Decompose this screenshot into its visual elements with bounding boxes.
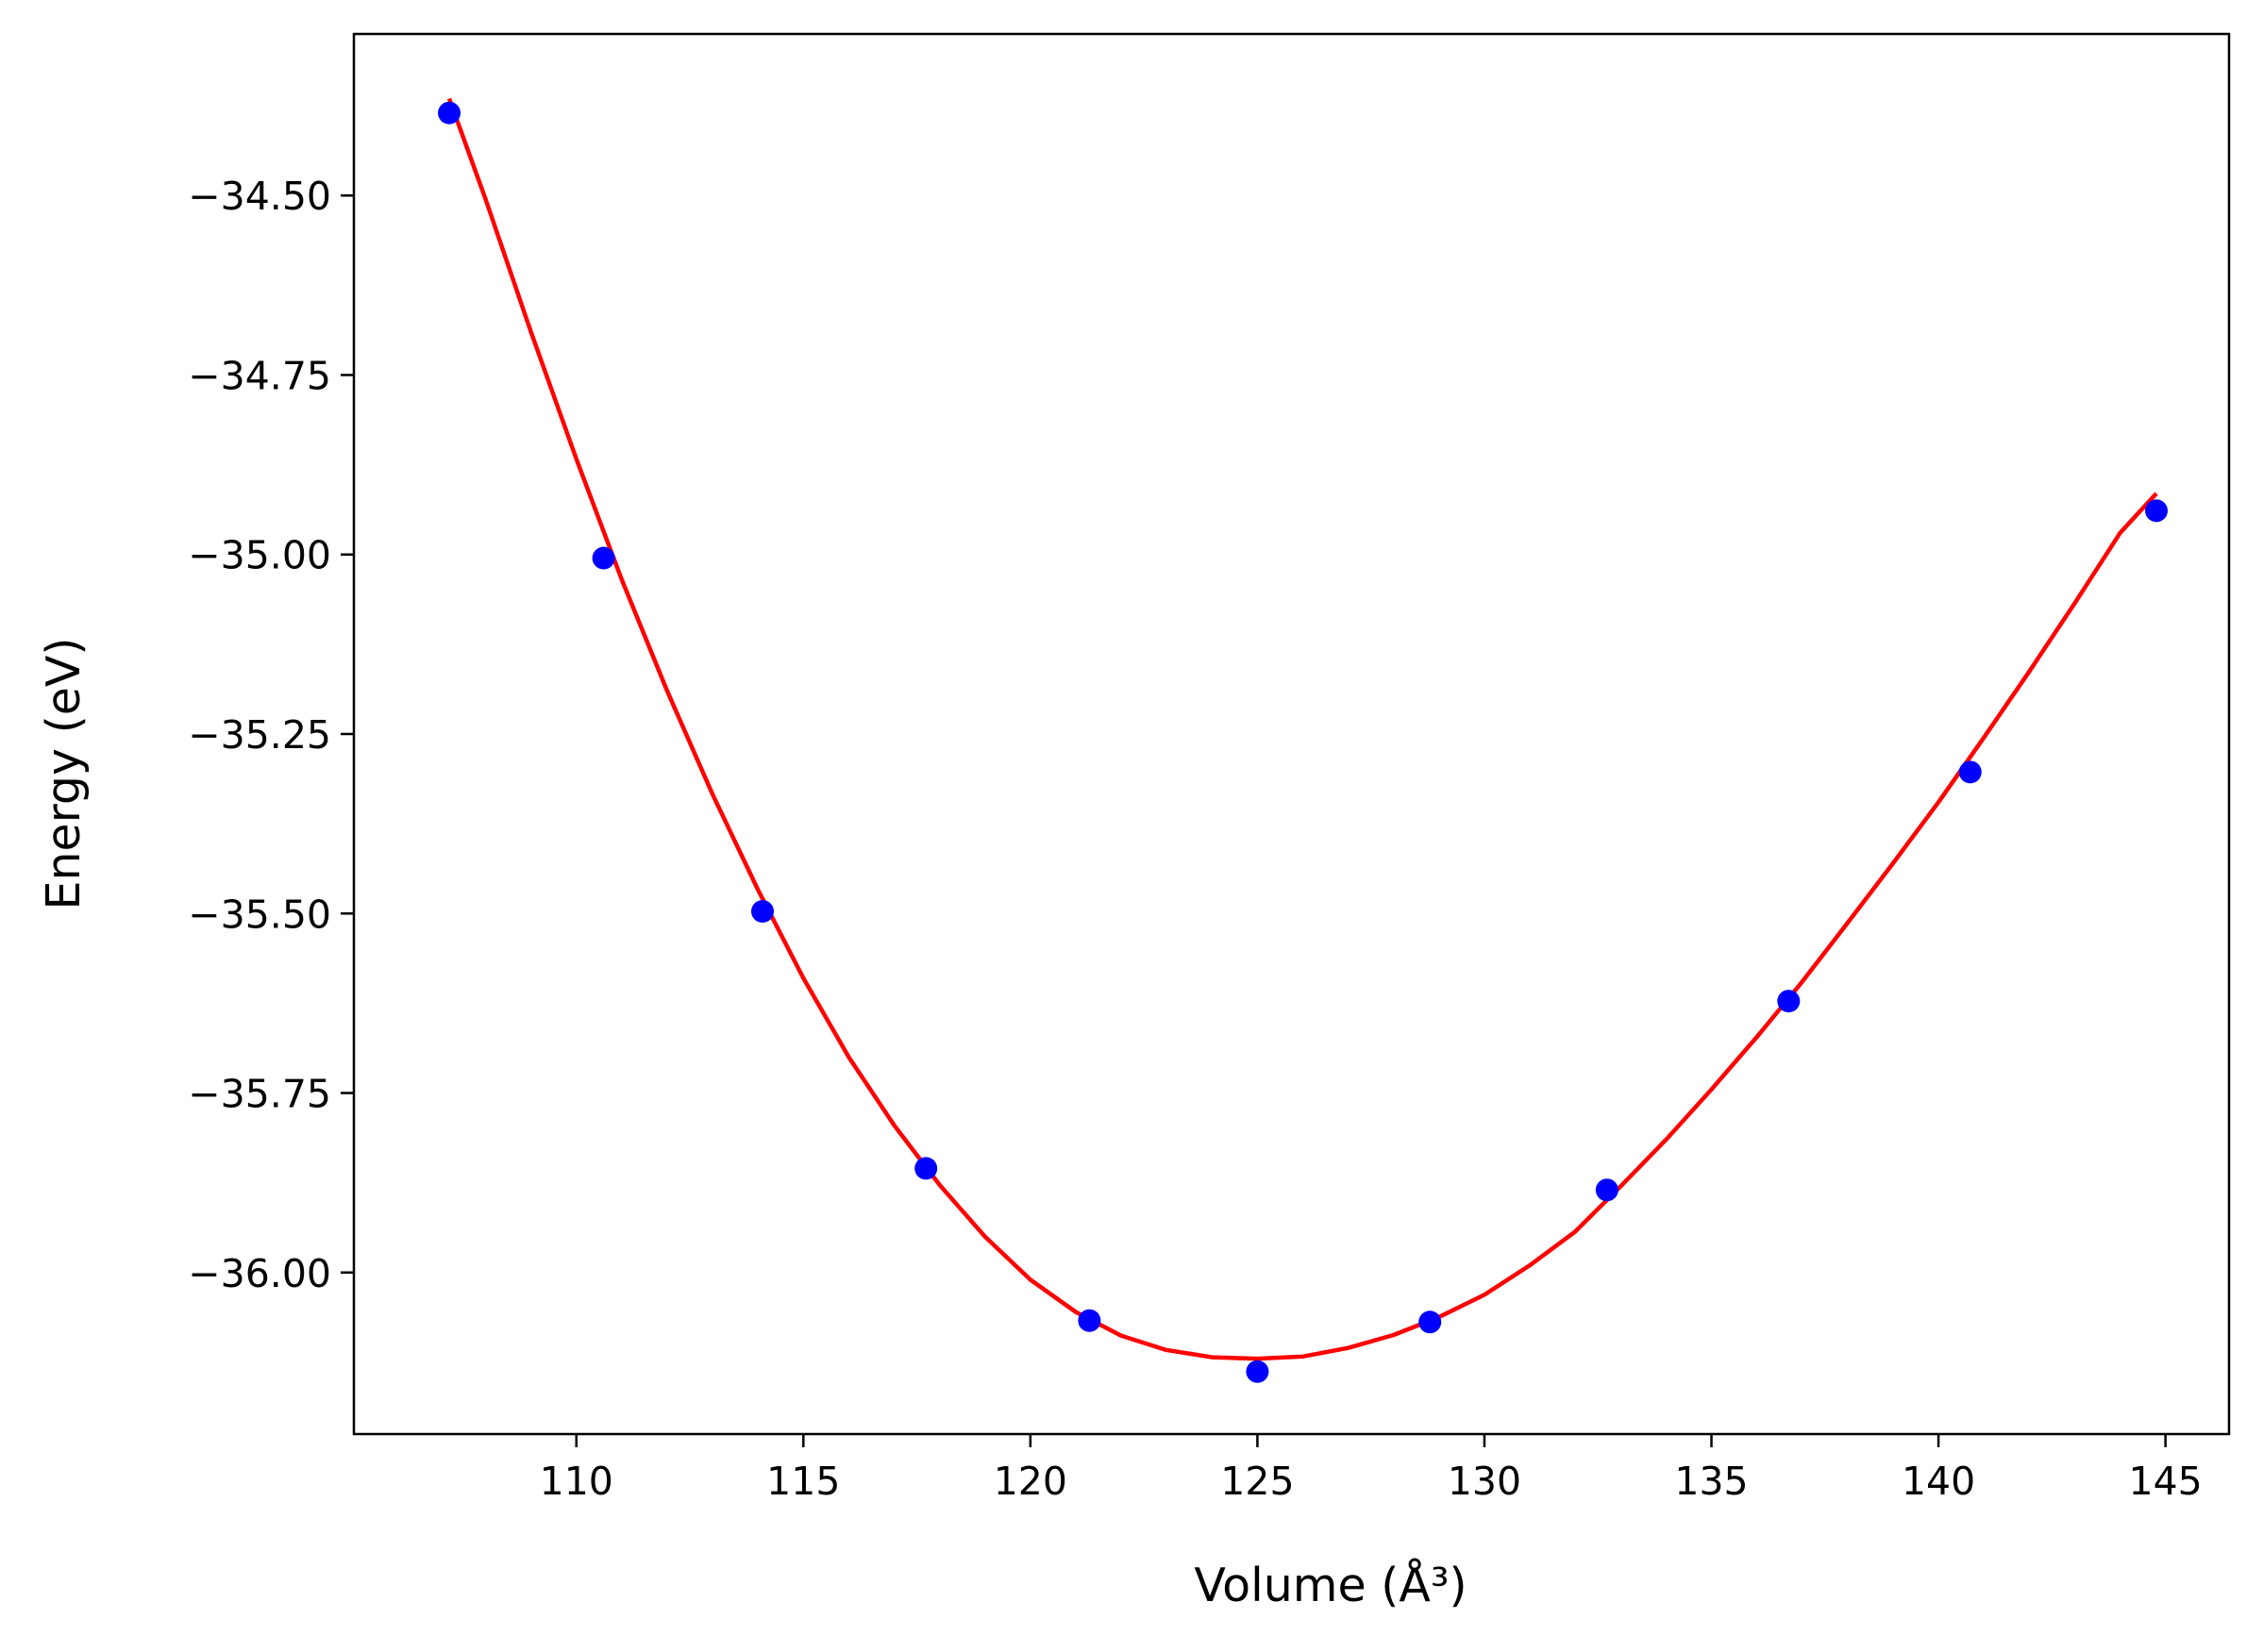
data-point-3 <box>751 899 774 923</box>
x-tick-label: 120 <box>994 1459 1067 1504</box>
data-point-8 <box>1595 1178 1618 1202</box>
data-point-10 <box>1958 760 1982 784</box>
x-tick-label: 140 <box>1902 1459 1975 1504</box>
x-tick-label: 145 <box>2129 1459 2203 1504</box>
data-point-1 <box>438 101 461 125</box>
axes: 110 115 120 125 130 135 140 145 −34.50 −34.75 −35.… <box>188 32 2231 1504</box>
x-tick-label: 130 <box>1448 1459 1521 1504</box>
fit-curve <box>446 97 2158 1361</box>
data-point-7 <box>1418 1310 1442 1334</box>
x-tick-label: 115 <box>766 1459 840 1504</box>
data-point-11 <box>2145 499 2169 523</box>
plot-area <box>438 97 2169 1383</box>
data-point-5 <box>1078 1309 1101 1332</box>
data-point-4 <box>914 1157 938 1180</box>
y-tick-label: −34.75 <box>188 353 331 398</box>
x-axis-label: Volume (Å³) <box>1194 1557 1467 1612</box>
y-tick-label: −35.00 <box>188 533 331 578</box>
y-axis-label: Energy (eV) <box>37 637 91 909</box>
y-tick-label: −35.50 <box>188 892 331 937</box>
data-point-6 <box>1246 1360 1269 1383</box>
x-tick-label: 125 <box>1220 1459 1294 1504</box>
y-tick-label: −34.50 <box>188 174 331 219</box>
x-tick-label: 135 <box>1674 1459 1748 1504</box>
x-tick-label: 110 <box>540 1459 613 1504</box>
data-point-2 <box>592 546 615 570</box>
data-point-9 <box>1777 990 1801 1013</box>
y-tick-label: −35.25 <box>188 712 331 758</box>
y-tick-label: −35.75 <box>188 1072 331 1117</box>
y-tick-label: −36.00 <box>188 1251 331 1296</box>
